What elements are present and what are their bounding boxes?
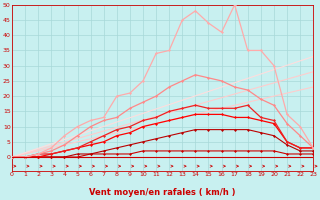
X-axis label: Vent moyen/en rafales ( km/h ): Vent moyen/en rafales ( km/h ) xyxy=(89,188,236,197)
